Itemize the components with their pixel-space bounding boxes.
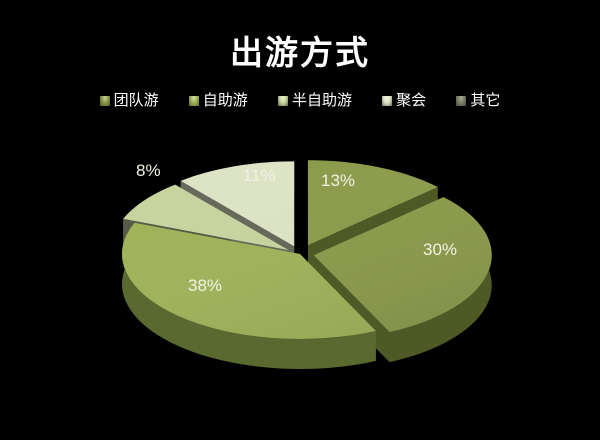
svg-text:38%: 38% bbox=[188, 276, 222, 295]
svg-text:13%: 13% bbox=[321, 171, 355, 190]
svg-text:11%: 11% bbox=[243, 166, 276, 185]
svg-text:8%: 8% bbox=[136, 161, 161, 180]
svg-text:30%: 30% bbox=[423, 240, 457, 259]
